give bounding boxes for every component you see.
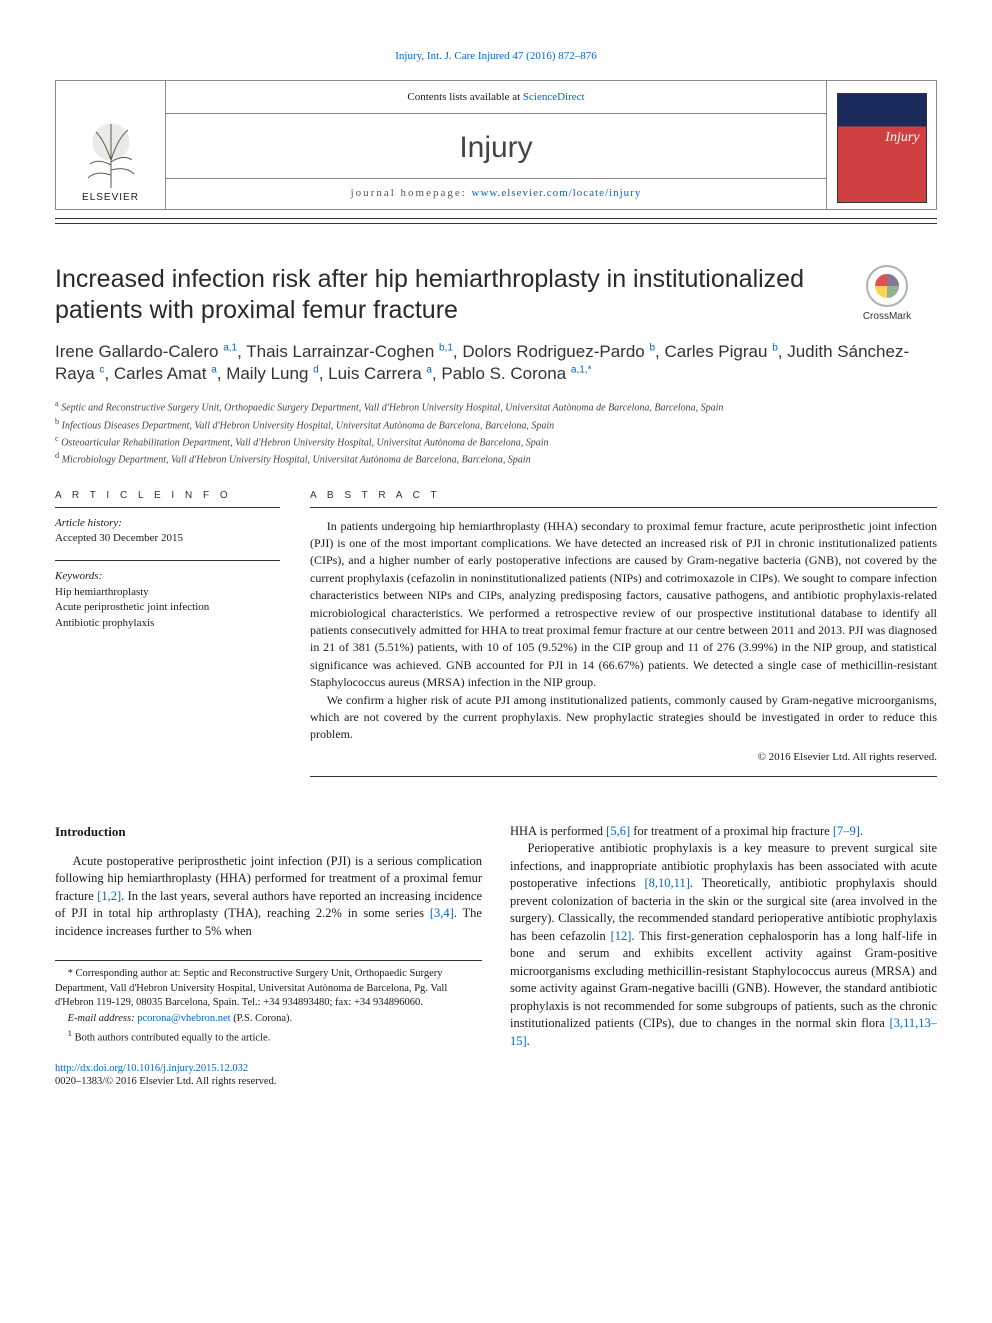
- citation-link[interactable]: [1,2]: [97, 889, 121, 903]
- contents-prefix: Contents lists available at: [407, 91, 522, 103]
- journal-cover: Injury: [837, 93, 927, 203]
- article-title: Increased infection risk after hip hemia…: [55, 264, 837, 327]
- crossmark-icon: [865, 264, 909, 308]
- citation-link[interactable]: [12]: [611, 929, 632, 943]
- email-link[interactable]: pcorona@vhebron.net: [137, 1013, 230, 1024]
- journal-cover-cell: Injury: [826, 81, 936, 209]
- affiliation-b: b Infectious Diseases Department, Vall d…: [55, 416, 937, 433]
- abstract-p1: In patients undergoing hip hemiarthropla…: [310, 518, 937, 692]
- citation-link[interactable]: [3,4]: [430, 906, 454, 920]
- intro-p1-part2: HHA is performed [5,6] for treatment of …: [510, 823, 937, 841]
- divider: [55, 223, 937, 224]
- journal-name: Injury: [459, 131, 532, 165]
- abstract-text: In patients undergoing hip hemiarthropla…: [310, 507, 937, 777]
- issn-copyright: 0020–1383/© 2016 Elsevier Ltd. All right…: [55, 1076, 276, 1087]
- doi-link[interactable]: http://dx.doi.org/10.1016/j.injury.2015.…: [55, 1063, 248, 1074]
- divider: [166, 113, 826, 114]
- journal-cover-label: Injury: [885, 130, 919, 146]
- body-two-column: Introduction Acute postoperative peripro…: [55, 823, 937, 1089]
- citation-link[interactable]: [8,10,11]: [645, 876, 690, 890]
- homepage-prefix: journal homepage:: [351, 187, 472, 199]
- article-info-column: A R T I C L E I N F O Article history: A…: [55, 490, 280, 777]
- contents-line: Contents lists available at ScienceDirec…: [407, 91, 584, 103]
- citation-link[interactable]: [7–9]: [833, 824, 860, 838]
- homepage-link[interactable]: www.elsevier.com/locate/injury: [472, 187, 642, 199]
- keyword: Antibiotic prophylaxis: [55, 617, 154, 629]
- journal-masthead: ELSEVIER Contents lists available at Sci…: [55, 80, 937, 210]
- publisher-name: ELSEVIER: [82, 192, 139, 203]
- running-head: Injury, Int. J. Care Injured 47 (2016) 8…: [55, 50, 937, 62]
- publisher-logo-cell: ELSEVIER: [56, 81, 166, 209]
- citation-link[interactable]: [5,6]: [606, 824, 630, 838]
- abstract-copyright: © 2016 Elsevier Ltd. All rights reserved…: [310, 750, 937, 766]
- masthead-center: Contents lists available at ScienceDirec…: [166, 81, 826, 209]
- history-label: Article history:: [55, 517, 122, 529]
- author-list: Irene Gallardo-Calero a,1, Thais Larrain…: [55, 341, 937, 387]
- abstract-p2: We confirm a higher risk of acute PJI am…: [310, 692, 937, 744]
- divider: [55, 218, 937, 219]
- tree-icon: [76, 120, 146, 190]
- affiliation-d: d Microbiology Department, Vall d'Hebron…: [55, 450, 937, 467]
- intro-p1-part1: Acute postoperative periprosthetic joint…: [55, 853, 482, 941]
- crossmark-label: CrossMark: [837, 311, 937, 322]
- abstract-heading: A B S T R A C T: [310, 490, 937, 507]
- affiliations: a Septic and Reconstructive Surgery Unit…: [55, 398, 937, 467]
- accepted-date: Accepted 30 December 2015: [55, 532, 183, 544]
- equal-contribution-note: 1 Both authors contributed equally to th…: [55, 1028, 482, 1046]
- affiliation-a: a Septic and Reconstructive Surgery Unit…: [55, 398, 937, 415]
- doi-block: http://dx.doi.org/10.1016/j.injury.2015.…: [55, 1062, 482, 1089]
- homepage-line: journal homepage: www.elsevier.com/locat…: [351, 187, 642, 199]
- elsevier-logo: ELSEVIER: [71, 103, 151, 203]
- abstract-column: A B S T R A C T In patients undergoing h…: [310, 490, 937, 777]
- email-line: E-mail address: pcorona@vhebron.net (P.S…: [55, 1012, 482, 1026]
- article-info-heading: A R T I C L E I N F O: [55, 490, 280, 507]
- intro-p2: Perioperative antibiotic prophylaxis is …: [510, 840, 937, 1050]
- corresponding-author-note: * Corresponding author at: Septic and Re…: [55, 967, 482, 1010]
- divider: [166, 178, 826, 179]
- keyword: Hip hemiarthroplasty: [55, 586, 149, 598]
- keywords-label: Keywords:: [55, 560, 280, 584]
- affiliation-c: c Osteoarticular Rehabilitation Departme…: [55, 433, 937, 450]
- footnotes: * Corresponding author at: Septic and Re…: [55, 960, 482, 1045]
- crossmark-badge[interactable]: CrossMark: [837, 264, 937, 322]
- introduction-heading: Introduction: [55, 823, 482, 841]
- sciencedirect-link[interactable]: ScienceDirect: [523, 91, 585, 103]
- keyword: Acute periprosthetic joint infection: [55, 601, 209, 613]
